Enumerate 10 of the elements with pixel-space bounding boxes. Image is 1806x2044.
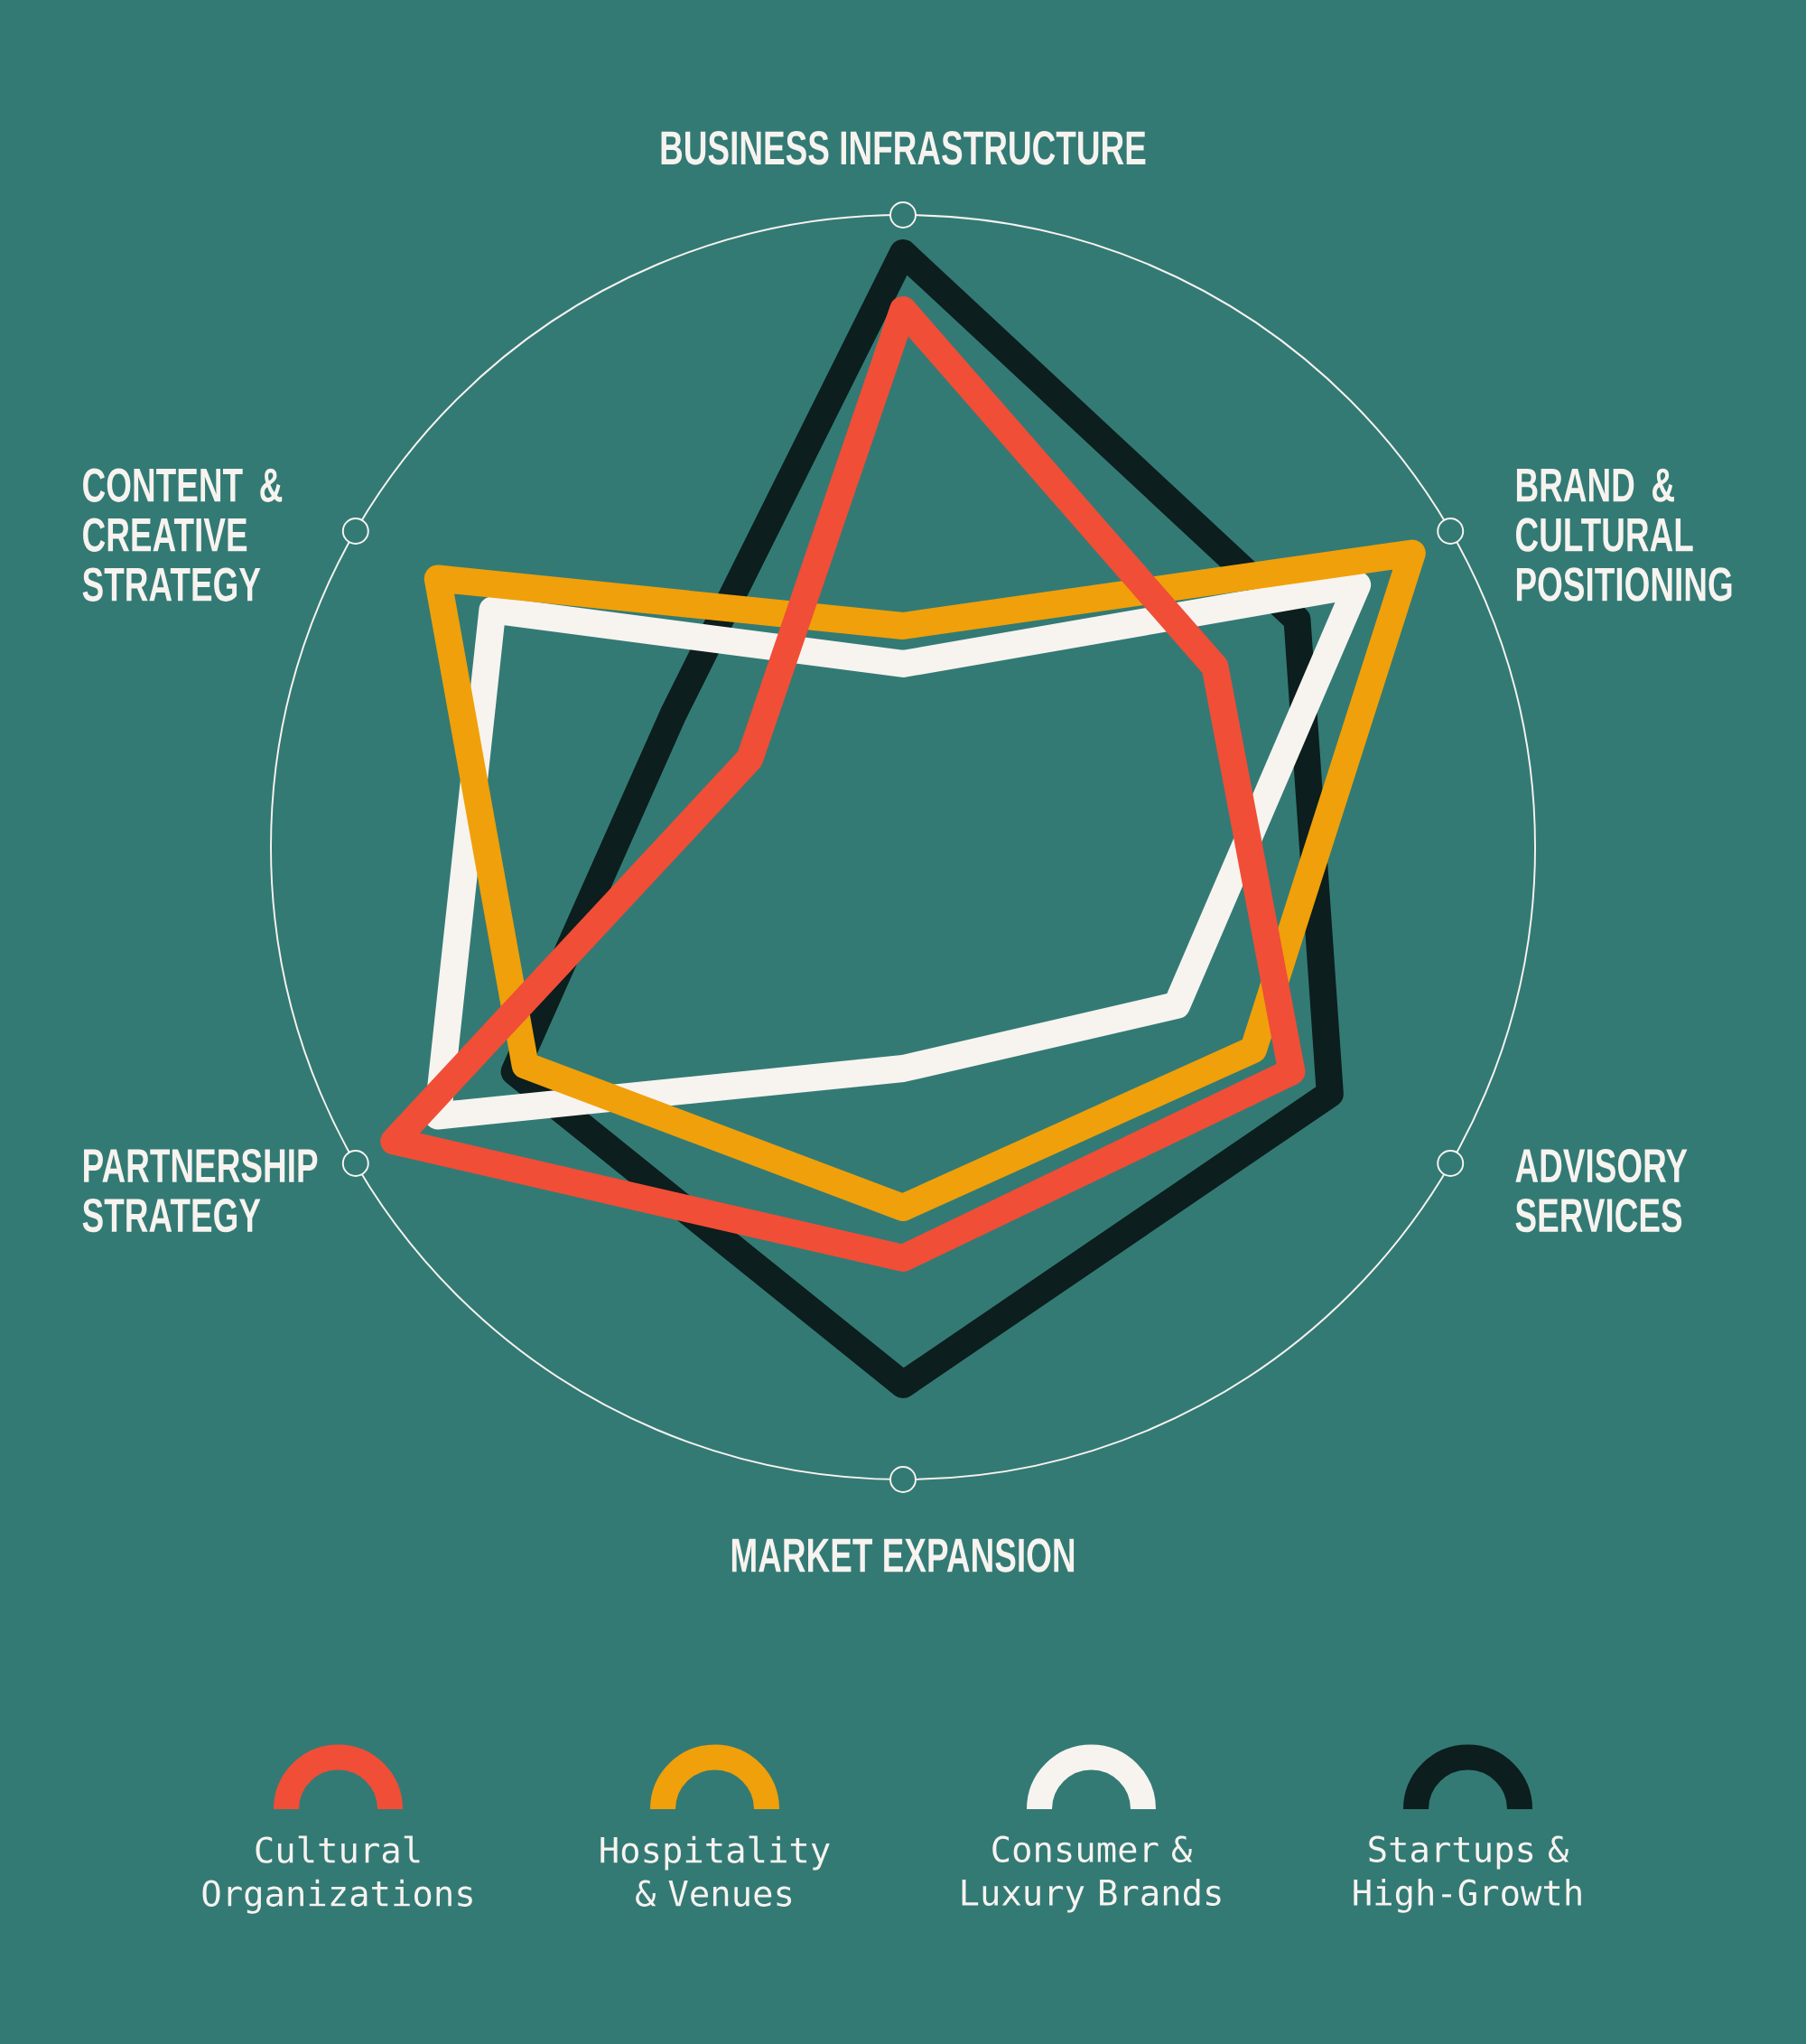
legend-label: Startups & High-Growth — [1354, 1835, 1581, 1913]
spoke-label: PARTNERSHIP STRATEGY — [82, 1148, 318, 1233]
legend-label: Consumer & Luxury Brands — [962, 1835, 1221, 1913]
spoke-label: CONTENT & CREATIVE STRATEGY — [82, 468, 283, 602]
legend-label: Cultural Organizations — [202, 1835, 472, 1914]
spoke-label: ADVISORY SERVICES — [1515, 1148, 1688, 1233]
legend-label: Hospitality & Venues — [600, 1835, 830, 1907]
spoke-label: MARKET EXPANSION — [731, 1538, 1075, 1573]
spoke-label: BUSINESS INFRASTRUCTURE — [661, 131, 1146, 165]
spoke-label: BRAND & CULTURAL POSITIONING — [1515, 468, 1732, 602]
